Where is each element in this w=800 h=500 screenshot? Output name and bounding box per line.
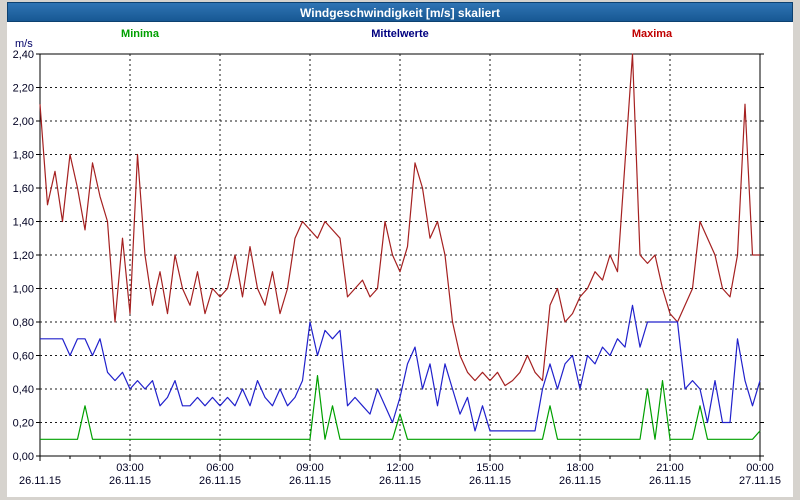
svg-text:26.11.15: 26.11.15	[19, 475, 61, 487]
svg-text:2,40: 2,40	[13, 49, 34, 61]
svg-text:12:00: 12:00	[386, 462, 414, 474]
svg-text:18:00: 18:00	[566, 462, 594, 474]
legend-maxima: Maxima	[631, 28, 673, 40]
svg-text:15:00: 15:00	[476, 462, 504, 474]
svg-text:03:00: 03:00	[116, 462, 144, 474]
svg-text:0,60: 0,60	[13, 351, 34, 363]
svg-text:26.11.15: 26.11.15	[379, 475, 421, 487]
svg-text:0,40: 0,40	[13, 384, 34, 396]
svg-text:2,00: 2,00	[13, 116, 34, 128]
svg-text:06:00: 06:00	[206, 462, 234, 474]
svg-text:27.11.15: 27.11.15	[739, 475, 781, 487]
svg-text:26.11.15: 26.11.15	[289, 475, 331, 487]
legend-minima: Minima	[121, 28, 159, 40]
svg-text:26.11.15: 26.11.15	[109, 475, 151, 487]
wind-speed-line-chart: 0,00 0,20 0,40 0,60 0,80 1,00 1,20 1,40 1,60 1,80…	[13, 49, 781, 487]
svg-text:21:00: 21:00	[656, 462, 684, 474]
chart-panel: Minima Mittelwerte Maxima m/s 0,00 0,20 0,…	[7, 22, 793, 497]
svg-text:09:00: 09:00	[296, 462, 324, 474]
svg-text:1,40: 1,40	[13, 217, 34, 229]
svg-text:26.11.15: 26.11.15	[649, 475, 691, 487]
svg-text:26.11.15: 26.11.15	[199, 475, 241, 487]
svg-text:0,20: 0,20	[13, 418, 34, 430]
svg-text:1,80: 1,80	[13, 150, 34, 162]
svg-text:1,60: 1,60	[13, 183, 34, 195]
svg-text:1,00: 1,00	[13, 284, 34, 296]
svg-text:26.11.15: 26.11.15	[469, 475, 511, 487]
y-axis-unit-label: m/s	[15, 38, 33, 50]
svg-text:0,00: 0,00	[13, 451, 34, 463]
legend-mittelwerte: Mittelwerte	[371, 28, 429, 40]
window-title-bar: Windgeschwindigkeit [m/s] skaliert	[7, 2, 793, 22]
svg-text:2,20: 2,20	[13, 83, 34, 95]
svg-text:0,80: 0,80	[13, 317, 34, 329]
window-title: Windgeschwindigkeit [m/s] skaliert	[300, 6, 500, 20]
svg-text:26.11.15: 26.11.15	[559, 475, 601, 487]
svg-text:00:00: 00:00	[746, 462, 774, 474]
svg-text:1,20: 1,20	[13, 250, 34, 262]
